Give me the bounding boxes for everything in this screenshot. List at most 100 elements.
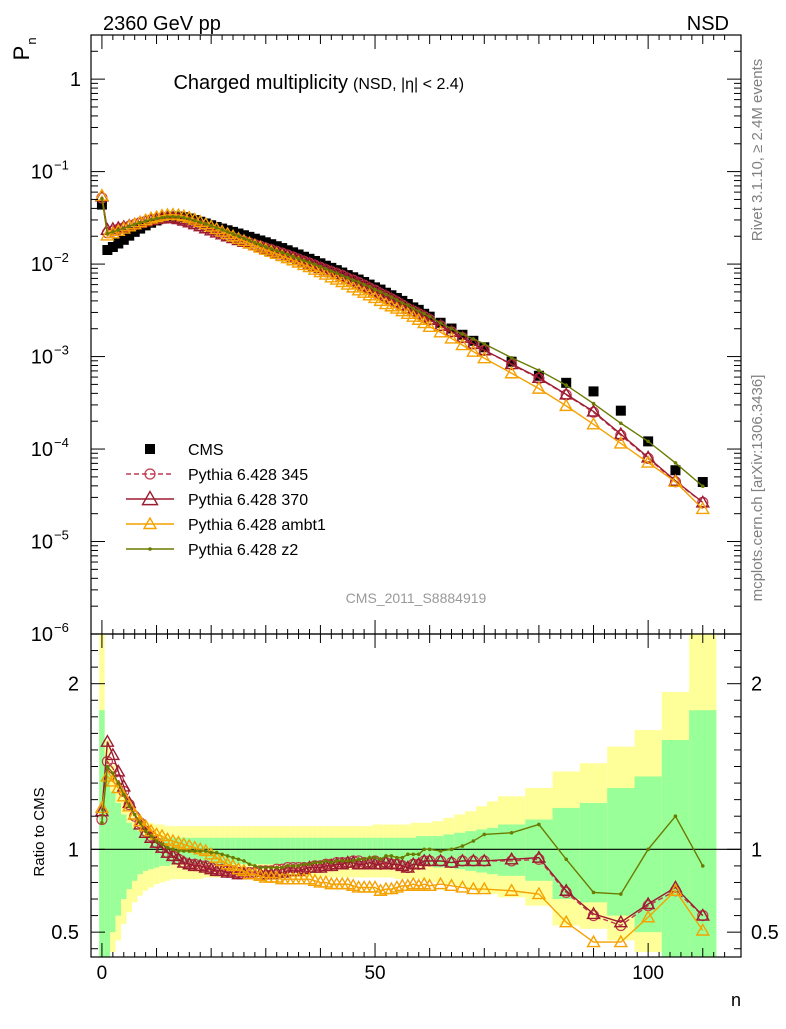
main-point <box>400 301 405 305</box>
ratio-point <box>466 853 481 867</box>
main-point <box>334 271 339 275</box>
ratio-point <box>356 856 372 870</box>
band-green-62 <box>443 834 455 868</box>
ratio-point <box>695 908 710 921</box>
ratio-point <box>253 864 257 868</box>
mcplots-label: mcplots.cern.ch [arXiv:1306.3436] <box>749 375 766 602</box>
ratio-point <box>559 914 574 928</box>
main-point <box>444 324 459 338</box>
band-green-57 <box>410 837 416 866</box>
legend-entry: Pythia 6.428 370 <box>126 490 308 509</box>
band-green-30 <box>263 837 269 865</box>
main-point <box>242 236 246 241</box>
main-point <box>329 272 345 285</box>
main-point <box>427 314 432 319</box>
ratio-point <box>509 830 514 835</box>
ratio-point <box>504 851 519 865</box>
main-point <box>313 264 328 278</box>
ratio-point <box>400 860 416 873</box>
ratio-point <box>111 771 115 775</box>
main-point <box>102 244 113 255</box>
ratio-point <box>477 881 492 895</box>
ratio-point <box>395 855 399 860</box>
main-point <box>477 342 492 356</box>
band-green-68 <box>525 819 553 881</box>
ratio-frame <box>90 633 742 958</box>
ratio-point <box>411 878 426 891</box>
main-point <box>203 219 219 232</box>
main-point <box>149 209 164 223</box>
band-green-52 <box>383 837 389 865</box>
ratio-point <box>176 849 181 853</box>
ratio-point <box>127 804 132 809</box>
main-point <box>482 342 487 346</box>
main-point <box>307 260 312 265</box>
main-point <box>187 217 192 221</box>
ratio-y-tick-label: 2 <box>68 674 79 696</box>
band-green-55 <box>399 837 406 866</box>
ratio-point <box>274 865 290 878</box>
band-green-27 <box>246 837 253 865</box>
main-point <box>116 228 121 232</box>
main-point <box>509 355 514 360</box>
main-point <box>318 267 334 280</box>
band-green-2 <box>110 791 116 933</box>
ratio-point <box>198 843 213 857</box>
ratio-point <box>209 850 213 855</box>
y-tick-label: 1 <box>70 69 81 91</box>
band-green-31 <box>268 837 274 865</box>
main-point <box>118 234 129 245</box>
ratio-point <box>389 854 394 858</box>
ratio-point <box>274 865 279 870</box>
main-point <box>506 356 517 367</box>
ratio-point <box>640 909 656 923</box>
main-point <box>280 250 284 255</box>
ratio-point <box>247 862 252 867</box>
main-point <box>129 226 140 237</box>
y-tick-exponent: −5 <box>54 528 69 543</box>
y-tick-exponent: −6 <box>54 620 69 635</box>
main-point <box>697 477 708 488</box>
ratio-point <box>400 878 416 891</box>
ratio-point <box>94 800 110 814</box>
legend-marker <box>144 468 156 480</box>
ratio-point <box>673 814 678 819</box>
main-point <box>154 208 170 221</box>
ratio-point <box>537 822 541 827</box>
ratio-point <box>482 832 487 837</box>
ratio-series-pythia-6-428-z2 <box>100 764 705 896</box>
ratio-point <box>138 821 142 825</box>
main-point <box>171 214 175 219</box>
main-point <box>411 306 416 311</box>
band-green-22 <box>219 837 225 865</box>
ratio-point <box>646 847 650 852</box>
main-point <box>149 217 153 222</box>
main-point <box>143 219 148 223</box>
main-point <box>345 276 350 280</box>
ratio-y-tick-label-right: 2 <box>751 674 762 696</box>
ratio-point <box>231 855 235 860</box>
ratio-point <box>433 876 448 890</box>
main-point <box>504 365 519 379</box>
legend-label: CMS <box>188 442 224 459</box>
main-point <box>253 240 257 245</box>
band-green-41 <box>323 837 329 865</box>
legend-label: Pythia 6.428 345 <box>188 467 308 484</box>
main-point <box>324 266 328 271</box>
ratio-point <box>591 890 596 895</box>
main-title: Charged multiplicity <box>173 72 348 94</box>
main-point <box>113 238 124 249</box>
ratio-point <box>302 862 306 867</box>
main-point <box>351 275 366 289</box>
main-point <box>373 293 388 307</box>
main-point <box>695 494 710 508</box>
legend-entry: Pythia 6.428 345 <box>126 467 308 484</box>
ratio-point <box>433 853 448 867</box>
ratio-point <box>116 781 121 785</box>
main-point <box>591 401 596 406</box>
ratio-point <box>340 859 345 863</box>
main-point <box>138 220 142 225</box>
main-point <box>165 215 170 219</box>
band-green-3 <box>115 802 122 916</box>
ratio-point <box>335 856 350 870</box>
